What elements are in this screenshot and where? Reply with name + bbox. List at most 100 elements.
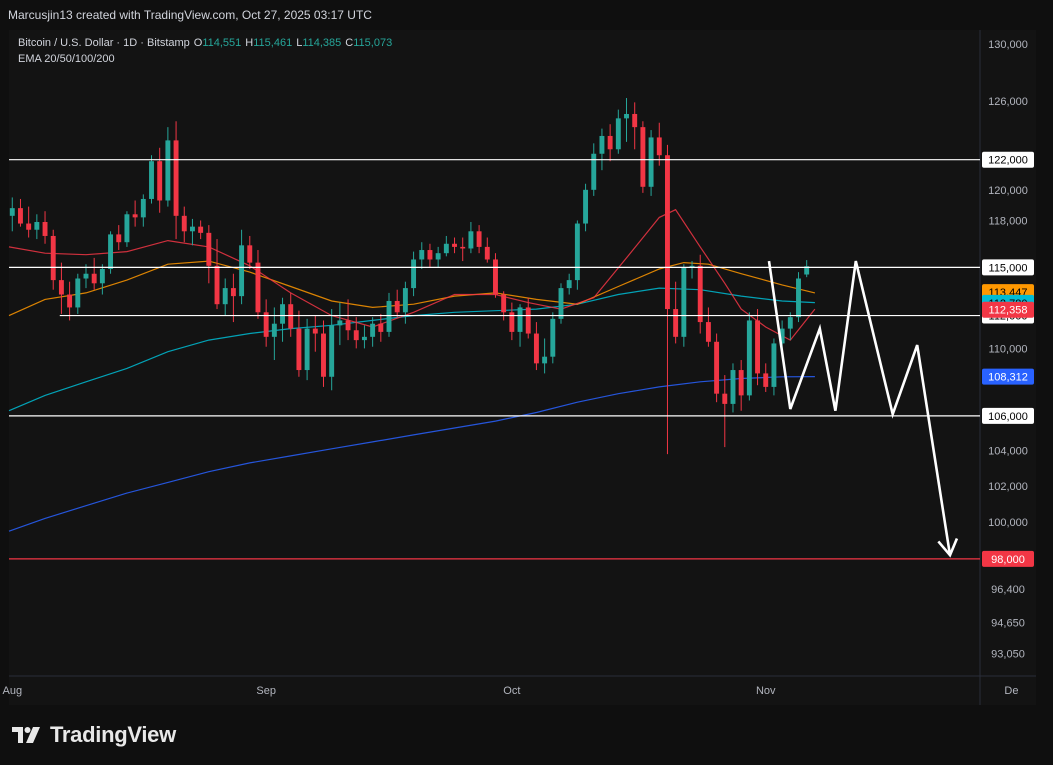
y-tick-label: 118,000 [989, 215, 1028, 227]
legend-high-value: 115,461 [253, 37, 292, 49]
candle-down [230, 288, 236, 297]
level-tag-label: 106,000 [988, 411, 1028, 423]
candle-up [574, 223, 580, 281]
candle-up [558, 288, 564, 319]
candle-down [42, 221, 48, 236]
candle-down [460, 246, 466, 249]
candle-up [542, 356, 548, 364]
candle-down [476, 231, 482, 247]
candle-up [402, 288, 408, 313]
candle-up [222, 288, 228, 305]
candle-up [730, 370, 736, 404]
y-tick-label: 93,050 [991, 648, 1025, 660]
candle-down [173, 140, 179, 216]
candle-down [394, 300, 400, 313]
price-tag-label: 112,358 [989, 305, 1028, 317]
candle-down [321, 333, 326, 377]
candle-down [501, 294, 507, 313]
level-tag [982, 259, 1034, 276]
candle-up [689, 265, 695, 268]
legend-close-value: 115,073 [353, 37, 392, 49]
candle-down [58, 280, 64, 295]
svg-text:Bitcoin / U.S. Dollar · 1D · B: Bitcoin / U.S. Dollar · 1D · Bitstamp O11… [18, 37, 392, 49]
candle-up [419, 250, 425, 260]
candle-up [771, 343, 777, 387]
candle-down [353, 330, 359, 341]
y-tick-label: 126,000 [988, 96, 1028, 108]
candle-down [697, 265, 703, 323]
legend-low-label: L [296, 37, 302, 49]
candle-down [607, 135, 613, 150]
candle-up [34, 221, 40, 230]
candle-up [329, 325, 335, 377]
candle-down [263, 312, 269, 337]
candle-down [665, 155, 670, 310]
y-tick-label: 102,000 [988, 481, 1028, 493]
legend-high-label: H [245, 37, 253, 49]
candle-up [624, 113, 629, 119]
candle-up [370, 323, 376, 337]
candle-down [132, 214, 138, 218]
candle-down [509, 312, 515, 332]
candle-down [198, 226, 204, 233]
price-axis[interactable]: 130,000 126,000 120,000 118,000 110,000 104,0… [988, 39, 1028, 660]
legend-open-label: O [194, 37, 203, 49]
candle-up [583, 189, 589, 224]
legend-close-label: C [345, 37, 353, 49]
level-tag-label: 98,000 [991, 554, 1025, 566]
candle-down [50, 235, 56, 281]
candle-up [468, 231, 474, 249]
candle-down [452, 243, 457, 247]
y-tick-label: 94,650 [991, 617, 1025, 629]
candle-up [796, 278, 801, 318]
level-tag-label: 115,000 [989, 262, 1028, 274]
time-axis[interactable]: Aug Sep Oct Nov De [2, 685, 1018, 697]
candle-up [149, 161, 154, 199]
candle-up [304, 328, 310, 371]
candle-down [640, 127, 646, 187]
candle-down [116, 234, 122, 243]
candle-down [533, 333, 539, 364]
legend-open-value: 114,551 [202, 37, 241, 49]
candle-up [550, 318, 556, 357]
level-tag-label: 122,000 [988, 155, 1028, 167]
candle-up [337, 320, 343, 326]
candle-down [345, 320, 351, 331]
candle-down [427, 250, 433, 260]
candle-down [755, 320, 761, 374]
legend-symbol: Bitcoin / U.S. Dollar · 1D · Bitstamp [18, 37, 190, 49]
ema50-line [8, 260, 816, 317]
candle-up [386, 300, 392, 332]
candle-up [411, 259, 417, 289]
candle-down [705, 322, 711, 342]
candle-up [75, 278, 81, 308]
candle-up [779, 328, 785, 344]
candle-up [517, 307, 523, 332]
candle-up [804, 266, 810, 275]
candle-up [681, 267, 687, 337]
level-tag [982, 151, 1034, 168]
x-tick-label: De [1004, 685, 1018, 697]
candle-down [247, 245, 253, 263]
candle-down [484, 246, 490, 260]
candle-down [214, 265, 220, 305]
candle-down [763, 373, 769, 387]
price-chart[interactable]: 130,000 126,000 120,000 118,000 110,000 104,0… [0, 0, 1053, 705]
chart-credit-bar: Marcusjin13 created with TradingView.com… [0, 0, 1053, 30]
candle-up [99, 268, 105, 284]
y-tick-label: 120,000 [988, 185, 1028, 197]
y-tick-label: 104,000 [988, 446, 1028, 458]
x-tick-label: Oct [503, 685, 520, 697]
candle-down [91, 273, 97, 284]
tradingview-logo[interactable]: TradingView [12, 722, 176, 748]
candle-down [493, 259, 498, 295]
candle-down [673, 309, 679, 337]
y-tick-label: 96,400 [991, 584, 1025, 596]
candle-down [288, 304, 294, 329]
price-tags: 122,000115,000112,000106,00098,000113,44… [982, 151, 1034, 567]
candle-up [239, 245, 245, 297]
horizontal-levels [9, 159, 980, 560]
candle-up [648, 137, 654, 187]
candle-up [361, 336, 367, 341]
candle-down [378, 323, 384, 332]
